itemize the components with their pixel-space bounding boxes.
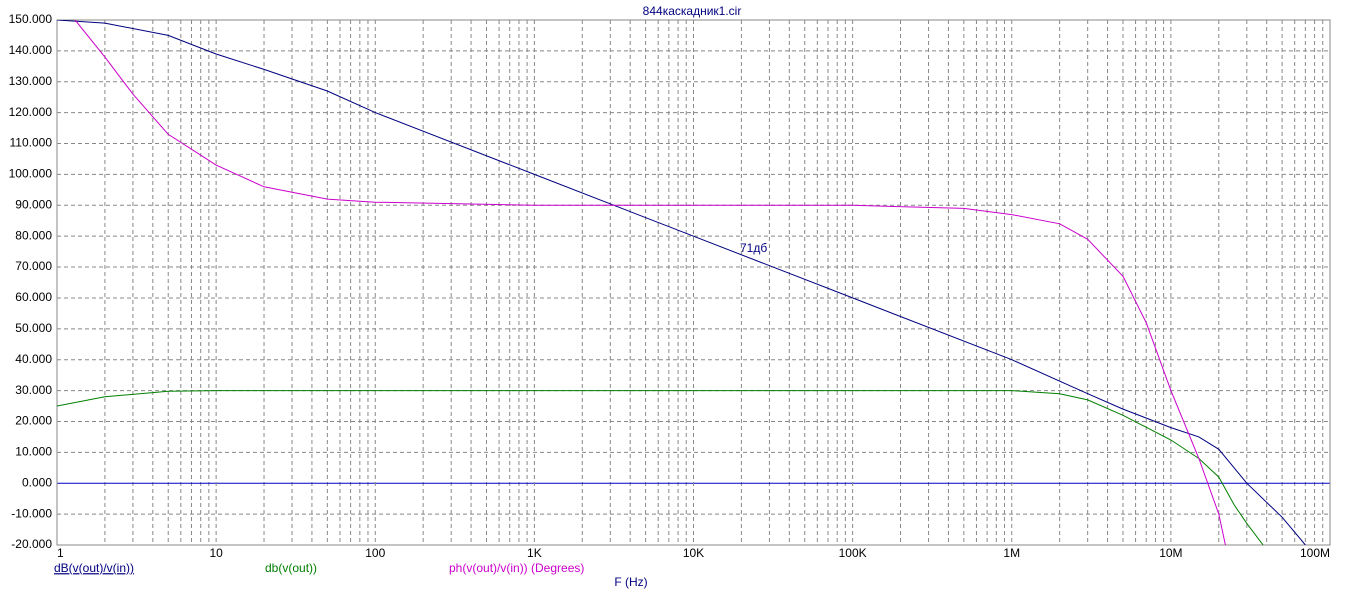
series-line — [74, 20, 1226, 545]
y-tick-label: 80.000 — [15, 228, 52, 242]
x-tick-label: 1K — [527, 546, 542, 560]
annotation: 71дб — [740, 241, 767, 255]
plot-lines — [57, 20, 1306, 545]
x-tick-label: 1M — [1003, 546, 1020, 560]
y-tick-label: -20.000 — [11, 537, 52, 551]
y-tick-label: 0.000 — [22, 475, 52, 489]
y-tick-label: 10.000 — [15, 445, 52, 459]
y-tick-label: 90.000 — [15, 197, 52, 211]
x-tick-label: 100M — [1300, 546, 1330, 560]
x-tick-label: 100K — [839, 546, 867, 560]
y-tick-label: 50.000 — [15, 321, 52, 335]
y-tick-label: 20.000 — [15, 414, 52, 428]
y-tick-label: 100.000 — [9, 167, 53, 181]
y-tick-label: 150.000 — [9, 12, 53, 26]
chart-title: 844каскадник1.cir — [643, 4, 742, 18]
x-axis-label: F (Hz) — [614, 575, 647, 589]
series-line — [57, 390, 1264, 545]
y-tick-label: 140.000 — [9, 43, 53, 57]
y-tick-label: 120.000 — [9, 105, 53, 119]
legend-label: ph(v(out)/v(in)) (Degrees) — [449, 561, 584, 575]
y-tick-label: 40.000 — [15, 352, 52, 366]
x-tick-label: 100 — [365, 546, 385, 560]
y-tick-label: 130.000 — [9, 74, 53, 88]
y-tick-label: 70.000 — [15, 259, 52, 273]
y-tick-label: 60.000 — [15, 290, 52, 304]
x-tick-label: 10M — [1159, 546, 1182, 560]
legend-label: dB(v(out)/v(in)) — [54, 561, 134, 575]
series-line — [57, 20, 1306, 545]
y-tick-label: -10.000 — [11, 506, 52, 520]
legend-label: db(v(out)) — [265, 561, 317, 575]
x-tick-label: 10 — [209, 546, 223, 560]
y-tick-label: 30.000 — [15, 383, 52, 397]
x-tick-label: 10K — [683, 546, 704, 560]
y-tick-label: 110.000 — [10, 136, 53, 150]
x-tick-label: 1 — [57, 546, 64, 560]
